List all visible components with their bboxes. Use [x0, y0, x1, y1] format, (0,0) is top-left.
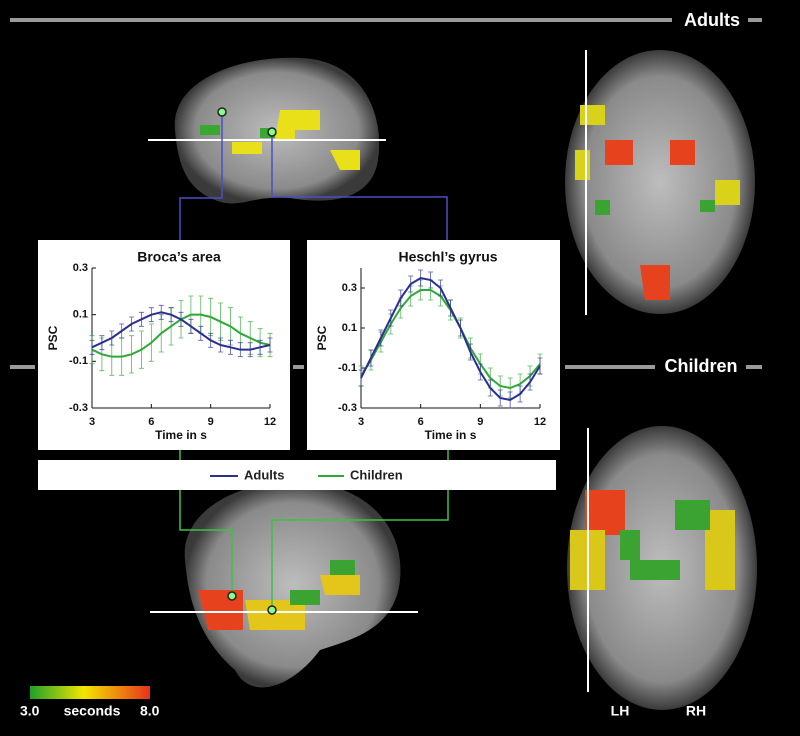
x-tick-label: 6	[418, 416, 424, 428]
chart-title: Broca’s area	[137, 249, 221, 265]
x-tick-label: 6	[148, 416, 154, 428]
chart-panel	[38, 240, 290, 450]
legend-label: Children	[350, 467, 403, 482]
section-lines	[10, 18, 762, 369]
x-tick-label: 12	[534, 416, 546, 428]
group-label: Adults	[684, 10, 740, 30]
legend-label: Adults	[244, 467, 284, 482]
connectors	[179, 107, 449, 615]
chart-panel	[307, 240, 560, 450]
slice-lines	[148, 50, 589, 692]
x-tick-label: 3	[89, 416, 95, 428]
y-axis-label: PSC	[46, 325, 60, 350]
legend	[38, 460, 556, 490]
y-tick-label: -0.3	[338, 402, 357, 414]
y-tick-label: -0.1	[338, 362, 357, 374]
x-tick-label: 9	[477, 416, 483, 428]
colorbar-label: seconds	[64, 703, 121, 719]
series-line	[91, 311, 271, 351]
y-tick-label: 0.1	[73, 309, 88, 321]
hemisphere-label: LH	[611, 703, 630, 719]
y-tick-label: 0.1	[342, 322, 357, 334]
group-label: Children	[664, 356, 737, 376]
y-axis-label: PSC	[315, 325, 329, 350]
colorbar-label: 8.0	[140, 703, 160, 719]
series-line	[360, 276, 541, 402]
y-tick-label: 0.3	[342, 282, 357, 294]
x-tick-label: 12	[264, 416, 276, 428]
colorbar	[30, 686, 150, 699]
chart-title: Heschl’s gyrus	[398, 249, 497, 265]
brain-image	[174, 50, 757, 710]
y-tick-label: 0.3	[73, 262, 88, 274]
x-axis-label: Time in s	[425, 428, 477, 442]
x-axis-label: Time in s	[155, 428, 207, 442]
y-tick-label: -0.1	[69, 355, 88, 367]
x-tick-label: 9	[208, 416, 214, 428]
hemisphere-label: RH	[686, 703, 706, 719]
y-tick-label: -0.3	[69, 402, 88, 414]
colorbar-label: 3.0	[20, 703, 40, 719]
x-tick-label: 3	[358, 416, 364, 428]
